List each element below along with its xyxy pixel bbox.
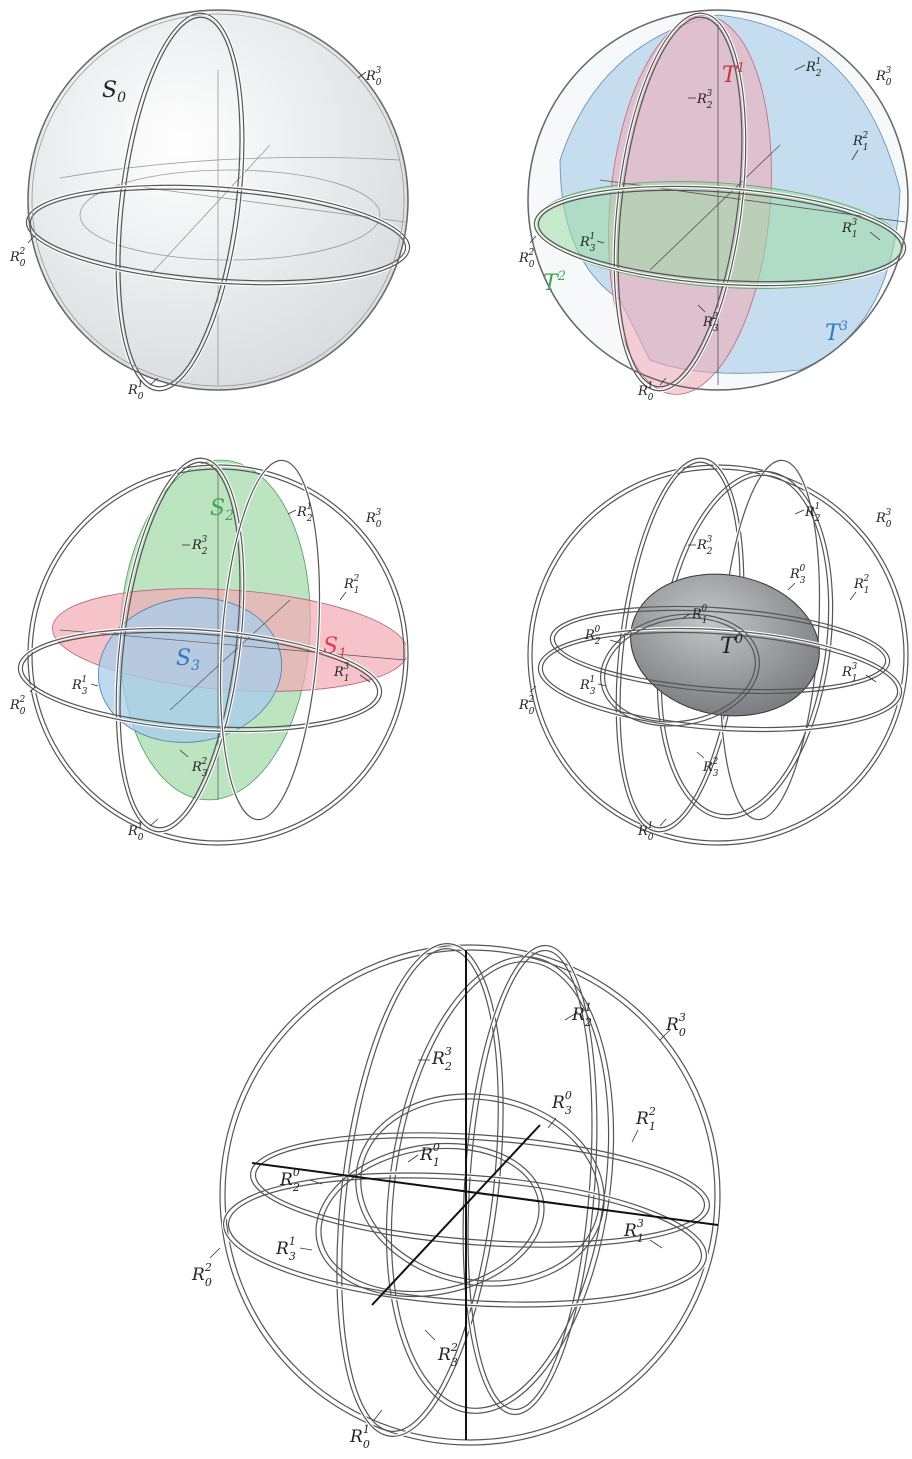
label-r0-1: R01 (127, 821, 144, 843)
label-s3: S3 (176, 646, 200, 674)
label-r3-1: R31 (71, 675, 88, 697)
ring-r1-2 (533, 185, 907, 287)
axes (251, 950, 719, 1440)
label-r2-1: R21 (571, 1001, 592, 1029)
label-r1-2: R12 (852, 131, 869, 153)
ring-r2-1 (613, 12, 747, 392)
label-r3-1: R31 (579, 232, 596, 254)
panel-2-regions: T1 T2 T3 R21 R03 R23 R12 R13 R31 R02 R32… (518, 9, 909, 403)
ring-r1-2 (17, 627, 383, 733)
label-r0-3: R03 (665, 1011, 686, 1039)
label-t0: T0 (720, 632, 743, 659)
label-r3-1: R31 (275, 1235, 296, 1263)
label-t2: T2 (543, 269, 566, 296)
label-r0-1: R01 (637, 381, 654, 403)
ring-r0-3-p5 (219, 944, 721, 1446)
label-r1-0: R10 (419, 1141, 440, 1169)
label-r0-1: R01 (127, 380, 144, 402)
label-r2-3: R23 (191, 535, 208, 557)
label-r0-1: R01 (349, 1423, 370, 1451)
label-r0-3: R03 (365, 508, 382, 530)
label-r1-3: R13 (841, 662, 858, 684)
label-r3-2: R32 (702, 757, 719, 779)
label-r2-1: R21 (296, 502, 313, 524)
label-s0: S0 (102, 78, 126, 106)
label-r1-3: R13 (841, 218, 858, 240)
label-t1: T1 (722, 61, 745, 88)
panel-4-ellipsoid: T0 R21 R03 R23 R30 R12 R10 R20 R13 R31 R… (518, 456, 910, 847)
label-s2: S2 (210, 496, 234, 524)
label-r0-3: R03 (875, 66, 892, 88)
label-r2-1: R21 (805, 57, 822, 79)
label-r0-3: R03 (875, 508, 892, 530)
panel-1-sphere: S0 R03 R02 R01 (9, 9, 412, 402)
label-r2-3: R23 (696, 535, 713, 557)
label-r3-0: R30 (551, 1089, 572, 1117)
label-r2-3: R23 (431, 1045, 452, 1073)
label-r0-3: R03 (365, 66, 382, 88)
ring-r2-1 (115, 457, 245, 833)
panel-5-rings: R21 R03 R23 R30 R12 R10 R20 R13 R31 R02 … (191, 941, 722, 1451)
label-r2-0: R20 (584, 625, 601, 647)
label-r1-2: R12 (853, 574, 870, 596)
label-r1-2: R12 (635, 1105, 656, 1133)
label-r2-0: R20 (279, 1166, 300, 1194)
sphere-grid (59, 70, 406, 385)
label-r0-2: R02 (9, 695, 26, 717)
panel-3-spheres: S2 S3 S1 R21 R03 R23 R12 R13 R31 R02 R32… (9, 456, 410, 847)
label-s1: S1 (323, 634, 347, 662)
ring-r0-3-p2 (527, 9, 909, 391)
label-r1-0: R10 (691, 604, 708, 626)
label-r0-2: R02 (191, 1261, 212, 1289)
label-r3-2: R32 (437, 1341, 458, 1369)
label-r3-1: R31 (579, 675, 596, 697)
label-r0-2: R02 (9, 247, 26, 269)
label-r2-3: R23 (696, 89, 713, 111)
label-t3: T3 (825, 319, 848, 346)
label-r0-2: R02 (518, 248, 535, 270)
label-r3-2: R32 (702, 312, 719, 334)
label-r0-1: R01 (637, 821, 654, 843)
label-r1-2: R12 (343, 574, 360, 596)
label-r3-0: R30 (789, 564, 806, 586)
label-r2-1: R21 (804, 502, 821, 524)
label-r3-2: R32 (191, 757, 208, 779)
label-r1-3: R13 (333, 662, 350, 684)
label-r0-2: R02 (518, 695, 535, 717)
label-r1-3: R13 (623, 1217, 644, 1245)
